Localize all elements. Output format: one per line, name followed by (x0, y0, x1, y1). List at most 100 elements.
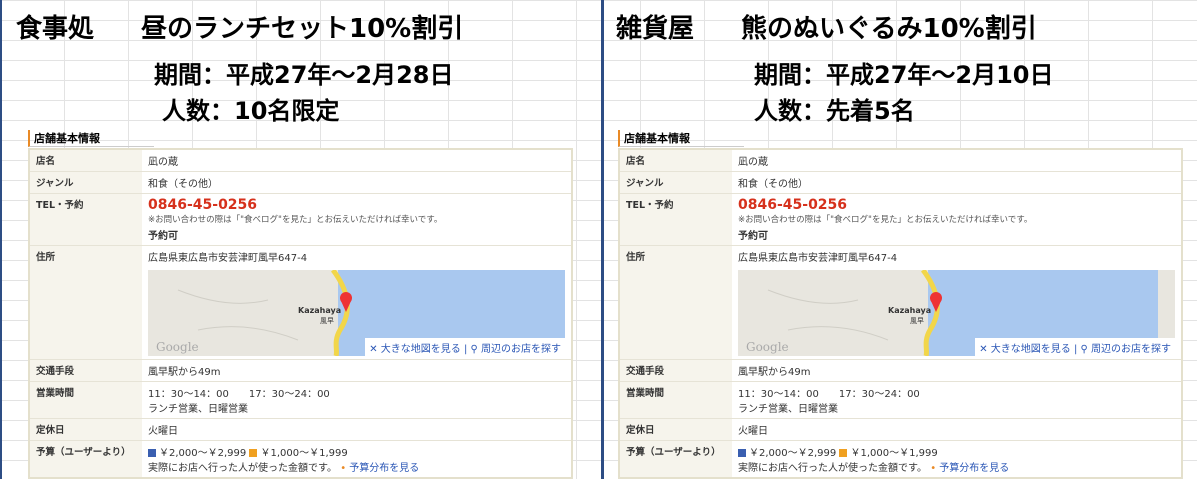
genre: 和食（その他） (738, 179, 808, 190)
dinner-icon (148, 449, 156, 457)
period: 期間：平成27年～2月10日 (754, 61, 1054, 89)
row-label-text: TEL・予約 (626, 200, 674, 211)
row-label-text: 定休日 (626, 425, 655, 436)
row-label-text: 予算（ユーザーより） (36, 447, 131, 458)
map-logo: Google (746, 340, 789, 354)
row-value: 火曜日 (142, 419, 572, 441)
shop-type: 雑貨屋 (616, 14, 694, 44)
row-value: 和食（その他） (142, 172, 572, 194)
info-row: 交通手段 風早駅から49m (619, 360, 1182, 382)
headline: 食事処昼のランチセット10%割引 (16, 8, 94, 45)
phone: 0846-45-0256 (148, 197, 565, 213)
row-label-text: ジャンル (626, 178, 664, 189)
address: 広島県東広島市安芸津町風早647-4 (738, 249, 1175, 264)
budget-dinner: ￥2,000～￥2,999 (749, 448, 836, 459)
dinner-icon (738, 449, 746, 457)
map-links: ✕ 大きな地図を見る | ⚲ 周辺のお店を探す (365, 338, 565, 356)
row-label: TEL・予約 (619, 194, 732, 246)
budget-link[interactable]: 予算分布を見る (349, 463, 419, 474)
hours-note: ランチ営業、日曜営業 (148, 400, 565, 415)
row-label: 定休日 (619, 419, 732, 441)
map-place-ja: 風早 (320, 316, 334, 326)
offer: 熊のぬいぐるみ10%割引 (741, 8, 1037, 45)
map-place: Kazahaya (298, 306, 341, 315)
row-label-text: 店名 (626, 156, 645, 167)
info-row: ジャンル 和食（その他） (29, 172, 572, 194)
section: 店舗基本情報 (618, 130, 744, 147)
row-label-text: 住所 (36, 252, 55, 263)
shop-type: 食事処 (16, 14, 94, 44)
map-links: ✕ 大きな地図を見る | ⚲ 周辺のお店を探す (975, 338, 1175, 356)
row-label-text: 定休日 (36, 425, 65, 436)
holiday: 火曜日 (148, 426, 178, 437)
row-label: 営業時間 (619, 382, 732, 419)
info-row: 店名 凪の蔵 (619, 149, 1182, 172)
row-label-text: ジャンル (36, 178, 74, 189)
map-logo: Google (156, 340, 199, 354)
count: 人数：10名限定 (162, 97, 339, 125)
section-title: 店舗基本情報 (624, 132, 690, 145)
big-map-link[interactable]: 大きな地図を見る (381, 344, 461, 355)
phone: 0846-45-0256 (738, 197, 1175, 213)
access: 風早駅から49m (738, 367, 810, 378)
lunch-icon (249, 449, 257, 457)
info-row: 定休日 火曜日 (29, 419, 572, 441)
info-row: 店名凪の蔵 (29, 149, 572, 172)
row-label-text: 営業時間 (36, 388, 74, 399)
row-label: ジャンル (29, 172, 142, 194)
row-label: 交通手段 (29, 360, 142, 382)
row-label: ジャンル (619, 172, 732, 194)
big-map-link[interactable]: 大きな地図を見る (991, 344, 1071, 355)
reservation: 予約可 (738, 231, 768, 242)
row-label: 予算（ユーザーより） (619, 441, 732, 479)
info-table: 店名 凪の蔵ジャンル 和食（その他） TEL・予約 0846-45-0256※お問い合わ… (618, 148, 1183, 479)
count: 人数：先着5名 (754, 97, 915, 125)
store-name: 凪の蔵 (738, 157, 768, 168)
period: 期間：平成27年～2月28日 (154, 61, 454, 89)
genre: 和食（その他） (148, 179, 218, 190)
row-label: 営業時間 (29, 382, 142, 419)
info-row: 定休日 火曜日 (619, 419, 1182, 441)
section: 店舗基本情報 (28, 130, 154, 147)
row-label: 予算（ユーザーより） (29, 441, 142, 479)
row-label-text: 営業時間 (626, 388, 664, 399)
row-label-text: 交通手段 (626, 366, 664, 377)
map-place-ja: 風早 (910, 316, 924, 326)
hours-note: ランチ営業、日曜営業 (738, 400, 1175, 415)
budget-dinner: ￥2,000～￥2,999 (159, 448, 246, 459)
address: 広島県東広島市安芸津町風早647-4 (148, 249, 565, 264)
nearby-link[interactable]: 周辺のお店を探す (1091, 344, 1171, 355)
row-label: 交通手段 (619, 360, 732, 382)
row-label-text: 店名 (36, 156, 55, 167)
budget-note: 実際にお店へ行った人が使った金額です。 (148, 463, 337, 474)
headline: 雑貨屋熊のぬいぐるみ10%割引 (616, 8, 694, 45)
offer: 昼のランチセット10%割引 (141, 8, 463, 45)
info-row: TEL・予約 0846-45-0256※お問い合わせの際は「"食べログ"を見た」と… (619, 194, 1182, 246)
row-value: 火曜日 (732, 419, 1182, 441)
panel: 食事処昼のランチセット10%割引期間：平成27年～2月28日人数：10名限定店舗… (0, 0, 601, 479)
info-row: 交通手段 風早駅から49m (29, 360, 572, 382)
row-label: 店名 (29, 149, 142, 172)
row-value: 風早駅から49m (732, 360, 1182, 382)
section-title: 店舗基本情報 (34, 132, 100, 145)
row-value: 和食（その他） (732, 172, 1182, 194)
row-value: 0846-45-0256※お問い合わせの際は「"食べログ"を見た」とお伝えいただ… (732, 194, 1182, 246)
row-label-text: 交通手段 (36, 366, 74, 377)
access: 風早駅から49m (148, 367, 220, 378)
nearby-link[interactable]: 周辺のお店を探す (481, 344, 561, 355)
row-label-text: 住所 (626, 252, 645, 263)
budget-link[interactable]: 予算分布を見る (939, 463, 1009, 474)
